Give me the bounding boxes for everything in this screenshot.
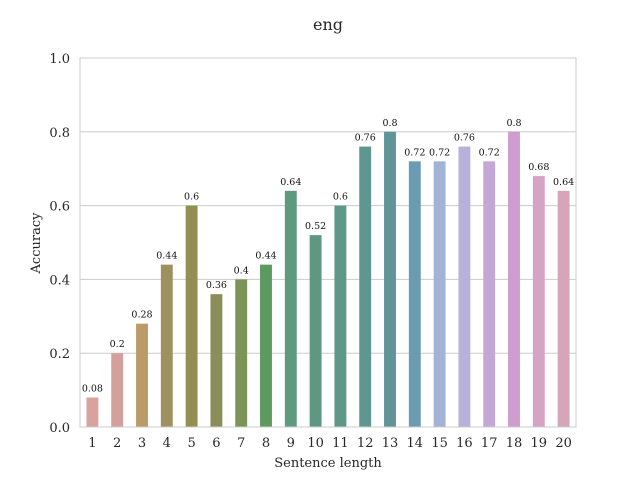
data-label: 0.28: [131, 310, 152, 321]
data-label: 0.6: [333, 192, 348, 203]
bars: [86, 131, 570, 428]
x-tick-label: 3: [138, 436, 146, 451]
bar: [86, 397, 99, 427]
data-label: 0.2: [110, 339, 125, 350]
x-tick-label: 5: [187, 436, 195, 451]
x-tick-label: 14: [407, 436, 424, 451]
bar: [235, 279, 248, 427]
data-label: 0.72: [404, 147, 425, 158]
gridlines: [80, 57, 576, 428]
plot-frame: [79, 57, 577, 428]
y-axis-ticks: 0.0 0.2 0.4 0.6 0.8 1.0: [49, 52, 70, 436]
bar: [532, 176, 545, 427]
x-tick-label: 18: [506, 436, 523, 451]
bar: [384, 131, 396, 428]
data-label: 0.76: [355, 133, 376, 144]
x-tick-label: 15: [431, 436, 448, 451]
y-tick-label: 0.8: [49, 126, 70, 141]
x-tick-label: 6: [212, 436, 220, 451]
x-tick-label: 17: [481, 436, 498, 451]
bar: [408, 161, 421, 427]
x-tick-label: 10: [307, 436, 324, 451]
data-label: 0.64: [553, 177, 574, 188]
bar: [309, 235, 322, 427]
chart-title: eng: [313, 15, 343, 34]
bar: [210, 294, 223, 427]
x-tick-label: 4: [163, 436, 171, 451]
bar: [508, 131, 520, 428]
data-label: 0.44: [255, 251, 276, 262]
bar: [359, 146, 372, 427]
y-tick-label: 0.6: [49, 200, 70, 215]
data-label: 0.8: [382, 118, 397, 129]
bar: [260, 264, 272, 427]
data-label: 0.72: [479, 147, 500, 158]
bar: [458, 146, 471, 427]
bar: [284, 190, 297, 427]
x-tick-label: 8: [262, 436, 270, 451]
y-axis-label: Accuracy: [29, 212, 44, 275]
data-label: 0.44: [156, 251, 177, 262]
bar: [334, 205, 347, 427]
x-tick-label: 20: [555, 436, 572, 451]
bar: [433, 161, 446, 427]
bar: [185, 205, 198, 427]
x-tick-label: 1: [88, 436, 96, 451]
x-tick-label: 12: [357, 436, 374, 451]
data-label: 0.64: [280, 177, 301, 188]
bar: [111, 353, 124, 427]
x-axis-ticks: 1 2 3 4 5 6 7 8 9 10 11 12 13 14 15 16 17 18 19 20: [88, 436, 572, 451]
x-tick-label: 13: [382, 436, 399, 451]
x-axis-label: Sentence length: [274, 456, 382, 471]
bar: [160, 264, 173, 427]
data-label: 0.8: [506, 118, 521, 129]
bar: [136, 323, 148, 427]
bar: [557, 190, 570, 427]
data-label: 0.6: [184, 192, 199, 203]
data-label: 0.36: [206, 280, 227, 291]
data-label: 0.52: [305, 221, 326, 232]
data-label: 0.08: [82, 383, 103, 394]
y-tick-label: 0.4: [49, 273, 70, 288]
data-label: 0.68: [528, 162, 549, 173]
x-tick-label: 19: [531, 436, 548, 451]
y-tick-label: 0.2: [49, 347, 70, 362]
x-tick-label: 11: [332, 436, 349, 451]
data-label: 0.4: [234, 265, 249, 276]
x-tick-label: 2: [113, 436, 121, 451]
data-labels: 0.08 0.2 0.28 0.44 0.6 0.36 0.4 0.44 0.64 0.52 0.6…: [82, 118, 574, 395]
y-tick-label: 0.0: [49, 421, 70, 436]
y-tick-label: 1.0: [49, 52, 70, 67]
bar: [483, 161, 496, 427]
x-tick-label: 7: [237, 436, 245, 451]
data-label: 0.72: [429, 147, 450, 158]
x-tick-label: 9: [287, 436, 295, 451]
data-label: 0.76: [454, 133, 475, 144]
x-tick-label: 16: [456, 436, 473, 451]
